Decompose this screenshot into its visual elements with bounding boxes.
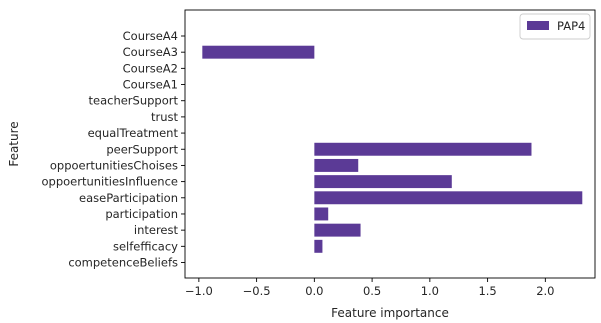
- legend-label: PAP4: [557, 19, 585, 33]
- y-tick-label: selfefficacy: [113, 239, 178, 253]
- bar-selfefficacy: [314, 239, 323, 253]
- bar-easeParticipation: [314, 191, 583, 205]
- legend-swatch: [527, 21, 549, 30]
- bar-participation: [314, 207, 329, 221]
- y-tick-label: CourseA2: [123, 61, 178, 75]
- bar-oppoertunitiesInfluence: [314, 175, 452, 189]
- x-tick-label: 0.0: [305, 284, 323, 298]
- y-tick-label: trust: [151, 110, 179, 124]
- x-tick-label: −0.5: [243, 284, 271, 298]
- x-tick-label: 2.0: [536, 284, 554, 298]
- y-tick-label: participation: [105, 207, 178, 221]
- y-tick-label: equalTreatment: [88, 126, 179, 140]
- legend-frame: [519, 13, 591, 40]
- y-axis: CourseA4 CourseA3 CourseA2 CourseA1 teacherS…: [41, 29, 185, 270]
- bar-interest: [314, 223, 361, 237]
- x-tick-label: 1.0: [421, 284, 439, 298]
- legend: PAP4: [519, 13, 591, 40]
- x-tick-label: 0.5: [363, 284, 381, 298]
- y-tick-label: oppoertunitiesInfluence: [41, 175, 178, 189]
- y-tick-label: easeParticipation: [79, 191, 178, 205]
- bar-peerSupport: [314, 142, 532, 156]
- y-tick-label: teacherSupport: [88, 94, 178, 108]
- x-tick-label: −1.0: [185, 284, 213, 298]
- x-axis: −1.0 −0.5 0.0 0.5 1.0 1.5 2.0: [185, 278, 554, 298]
- y-tick-label: peerSupport: [106, 142, 178, 156]
- y-tick-label: CourseA3: [123, 45, 178, 59]
- y-tick-label: interest: [134, 223, 179, 237]
- x-tick-label: 1.5: [478, 284, 496, 298]
- bars-layer: [202, 45, 583, 253]
- y-axis-title: Feature: [7, 121, 21, 166]
- y-tick-label: CourseA1: [123, 78, 178, 92]
- bar-CourseA3: [202, 45, 315, 59]
- y-tick-label: CourseA4: [123, 29, 178, 43]
- y-tick-label: oppoertunitiesChoises: [50, 158, 178, 172]
- y-tick-label: competenceBeliefs: [68, 256, 178, 270]
- bar-oppoertunitiesChoises: [314, 158, 359, 172]
- x-axis-title: Feature importance: [331, 306, 449, 320]
